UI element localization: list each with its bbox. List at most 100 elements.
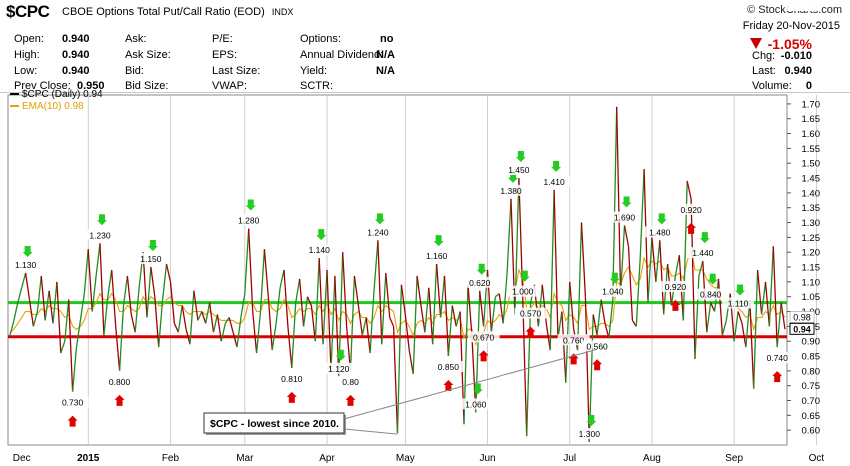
value-annotation: 0.920 — [680, 205, 702, 215]
annotation-box — [303, 244, 336, 256]
price-segment — [659, 240, 665, 315]
x-tick-label: Jun — [479, 453, 495, 464]
annotation-box — [538, 175, 571, 187]
price-segment — [314, 258, 320, 342]
annotation-box — [761, 352, 794, 364]
annotation-box — [467, 331, 500, 343]
price-segment — [495, 293, 500, 298]
x-tick-label: Mar — [236, 453, 254, 464]
red-up-arrow-icon — [286, 391, 297, 403]
price-segment — [44, 290, 50, 321]
legend-price: $CPC (Daily) 0.94 — [10, 89, 103, 100]
y-tick-label: 1.65 — [802, 114, 821, 125]
price-segment — [710, 302, 716, 312]
price-segment — [518, 178, 524, 300]
y-tick-label: 1.25 — [802, 233, 821, 244]
price-segment — [424, 287, 430, 333]
price-segment — [635, 258, 641, 327]
price-segment — [439, 275, 446, 318]
green-down-arrow-icon — [735, 284, 746, 296]
price-segment — [537, 284, 543, 327]
value-annotation: 1.230 — [89, 230, 111, 240]
red-up-arrow-icon — [525, 326, 536, 338]
yield-value: N/A — [376, 65, 395, 77]
price-segment — [580, 222, 587, 297]
y-tick-label: 1.20 — [802, 248, 821, 259]
yield-label: Yield: — [300, 65, 328, 77]
price-segment — [447, 305, 453, 357]
price-segment — [21, 272, 27, 288]
last-size-label: Last Size: — [212, 65, 261, 77]
price-segment — [455, 311, 461, 327]
last-value-box-price — [789, 322, 815, 335]
price-segment — [381, 272, 387, 345]
red-up-arrow-icon — [686, 222, 697, 234]
high-value: 0.940 — [62, 49, 90, 61]
annotation-box — [788, 0, 821, 11]
value-annotation: 1.000 — [512, 287, 534, 297]
price-segment — [392, 326, 399, 434]
price-segment — [150, 266, 156, 297]
price-segment — [36, 275, 42, 312]
price-segment — [165, 263, 172, 283]
legend-price-text: $CPC (Daily) 0.94 — [22, 89, 103, 100]
value-annotation: 0.760 — [563, 335, 585, 345]
description-text: CBOE Options Total Put/Call Ratio (EOD) — [62, 6, 265, 18]
price-segment — [443, 275, 450, 357]
y-tick-label: 0.70 — [802, 396, 821, 407]
price-segment — [87, 249, 93, 312]
price-segment — [193, 290, 199, 321]
green-down-arrow-icon — [707, 273, 718, 285]
price-segment — [244, 228, 250, 294]
price-segment — [318, 258, 324, 345]
annotation-box — [659, 280, 692, 292]
y-tick-label: 1.35 — [802, 203, 821, 214]
price-segment — [216, 314, 222, 342]
price-segment — [416, 275, 422, 306]
y-tick-label: 1.15 — [802, 263, 821, 274]
y-tick-label: 1.40 — [802, 188, 821, 199]
green-down-arrow-icon — [586, 415, 597, 427]
price-segment — [717, 278, 724, 336]
value-annotation: 0.560 — [587, 341, 609, 351]
annotation-box — [232, 214, 265, 226]
price-segment — [674, 255, 680, 277]
value-annotation: 0.840 — [700, 290, 722, 300]
legend-ema-text: EMA(10) 0.98 — [22, 101, 84, 112]
value-annotation: 1.160 — [426, 251, 448, 261]
callout-text: $CPC - lowest since 2010. — [210, 418, 339, 430]
price-segment — [639, 169, 645, 259]
x-tick-label: Feb — [162, 453, 180, 464]
price-segment — [17, 287, 23, 303]
green-down-arrow-icon — [335, 349, 346, 361]
value-annotation: 0.740 — [767, 353, 789, 363]
price-segment — [91, 275, 97, 312]
value-annotation: 1.140 — [309, 245, 331, 255]
price-segment — [291, 302, 297, 368]
prev-close-value: 0.950 — [77, 80, 105, 92]
green-down-arrow-icon — [316, 229, 327, 241]
price-segment — [619, 225, 626, 294]
price-segment — [498, 293, 504, 324]
price-segment — [330, 275, 336, 371]
price-segment — [208, 302, 215, 333]
dividend-value: N/A — [376, 49, 395, 61]
ask-size-label: Ask Size: — [125, 49, 171, 61]
price-segment — [749, 299, 755, 389]
y-tick-label: 0.85 — [802, 352, 821, 363]
dividend-label: Annual Dividend: — [300, 49, 384, 61]
x-tick-label: Sep — [725, 453, 743, 464]
green-down-arrow-icon — [476, 263, 487, 275]
header-divider — [0, 92, 850, 93]
last-value: 0.940 — [784, 65, 812, 77]
value-annotation: 1.240 — [367, 227, 389, 237]
red-up-arrow-icon — [114, 394, 125, 406]
price-segment — [385, 272, 391, 318]
price-segment — [369, 290, 375, 354]
price-segment — [130, 314, 136, 333]
price-segment — [252, 311, 258, 354]
price-segment — [248, 228, 254, 312]
price-segment — [126, 275, 132, 315]
price-segment — [99, 243, 105, 336]
